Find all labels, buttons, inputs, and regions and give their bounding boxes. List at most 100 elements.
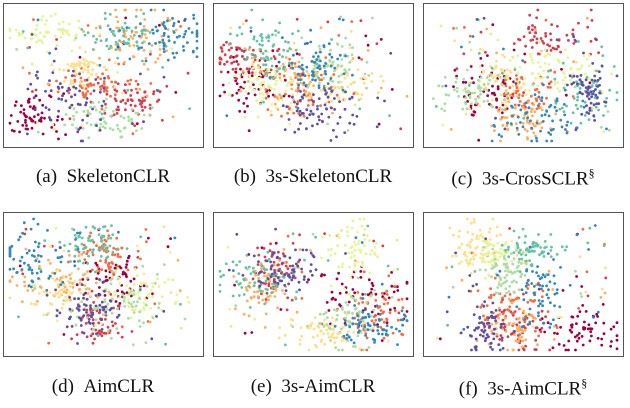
tsne-point <box>148 103 152 107</box>
tsne-point <box>111 233 115 236</box>
tsne-point <box>549 38 553 42</box>
tsne-point <box>474 348 478 352</box>
tsne-plot <box>8 8 199 143</box>
tsne-point <box>312 67 316 71</box>
tsne-point <box>293 130 297 134</box>
tsne-point <box>307 83 311 86</box>
tsne-point <box>273 102 277 106</box>
tsne-point <box>297 65 301 69</box>
tsne-point <box>244 266 248 270</box>
tsne-point <box>390 271 393 274</box>
tsne-point <box>526 287 530 290</box>
tsne-point <box>274 73 277 77</box>
tsne-point <box>85 308 89 312</box>
tsne-point <box>17 315 20 319</box>
tsne-point <box>296 29 300 33</box>
tsne-point <box>515 253 519 257</box>
tsne-point <box>160 295 164 299</box>
tsne-point <box>69 79 72 82</box>
tsne-point <box>306 104 310 107</box>
tsne-point <box>109 44 113 48</box>
tsne-point <box>68 285 72 288</box>
tsne-point <box>326 122 329 126</box>
tsne-point <box>127 305 131 309</box>
tsne-point <box>281 55 284 59</box>
tsne-point <box>32 217 35 221</box>
tsne-point <box>86 114 89 118</box>
tsne-point <box>124 108 127 112</box>
tsne-point <box>103 65 106 69</box>
tsne-point <box>83 258 87 261</box>
tsne-point <box>41 132 45 136</box>
tsne-point <box>34 240 37 244</box>
tsne-point <box>116 71 119 74</box>
tsne-point <box>541 39 544 43</box>
tsne-point <box>294 248 297 252</box>
tsne-point <box>221 83 225 87</box>
tsne-point <box>100 268 104 271</box>
tsne-point <box>61 94 64 98</box>
tsne-point <box>487 274 491 277</box>
tsne-point <box>549 86 552 89</box>
tsne-point <box>520 288 524 292</box>
tsne-point <box>590 19 594 22</box>
tsne-point <box>576 334 579 337</box>
tsne-point <box>23 232 27 236</box>
tsne-point <box>347 251 350 255</box>
tsne-point <box>86 292 90 295</box>
panel-caption: (a) SkeletonCLR <box>0 166 208 188</box>
tsne-point <box>461 107 465 111</box>
tsne-point <box>309 40 313 44</box>
tsne-point <box>37 292 41 295</box>
tsne-point <box>488 78 491 82</box>
tsne-point <box>178 289 182 293</box>
tsne-point <box>355 92 358 96</box>
tsne-point <box>361 293 365 296</box>
tsne-point <box>515 305 519 309</box>
tsne-point <box>59 288 63 292</box>
tsne-point <box>232 55 235 59</box>
tsne-point <box>278 72 282 76</box>
tsne-point <box>550 139 554 143</box>
tsne-point <box>375 304 379 308</box>
caption-label: (f) <box>458 378 478 400</box>
tsne-point <box>462 77 466 81</box>
tsne-point <box>86 68 90 72</box>
tsne-point <box>518 270 522 273</box>
tsne-point <box>549 32 552 36</box>
tsne-point <box>113 88 117 92</box>
tsne-point <box>64 275 68 279</box>
tsne-point <box>145 36 148 40</box>
tsne-point <box>503 82 507 85</box>
tsne-point <box>327 309 331 312</box>
tsne-point <box>120 246 124 250</box>
tsne-point <box>500 111 504 115</box>
tsne-point <box>463 250 467 254</box>
tsne-point <box>556 58 560 62</box>
tsne-point <box>560 125 564 129</box>
tsne-point <box>77 26 81 30</box>
tsne-point <box>28 105 32 108</box>
tsne-point <box>497 282 501 286</box>
tsne-point <box>67 69 70 73</box>
tsne-point <box>530 139 534 143</box>
tsne-point <box>564 48 567 52</box>
tsne-point <box>483 318 487 322</box>
tsne-point <box>401 323 404 327</box>
tsne-point <box>525 93 528 97</box>
tsne-point <box>524 259 528 263</box>
tsne-point <box>85 83 89 87</box>
tsne-point <box>540 326 544 330</box>
tsne-point <box>516 326 519 330</box>
tsne-point <box>495 332 499 336</box>
tsne-point <box>124 8 127 12</box>
tsne-point <box>243 80 246 84</box>
tsne-point <box>90 289 94 293</box>
tsne-point <box>541 299 544 303</box>
tsne-point <box>330 106 333 110</box>
tsne-point <box>298 258 302 262</box>
tsne-point <box>491 348 494 351</box>
tsne-point <box>555 109 558 113</box>
tsne-point <box>275 64 278 68</box>
tsne-point <box>454 254 458 258</box>
